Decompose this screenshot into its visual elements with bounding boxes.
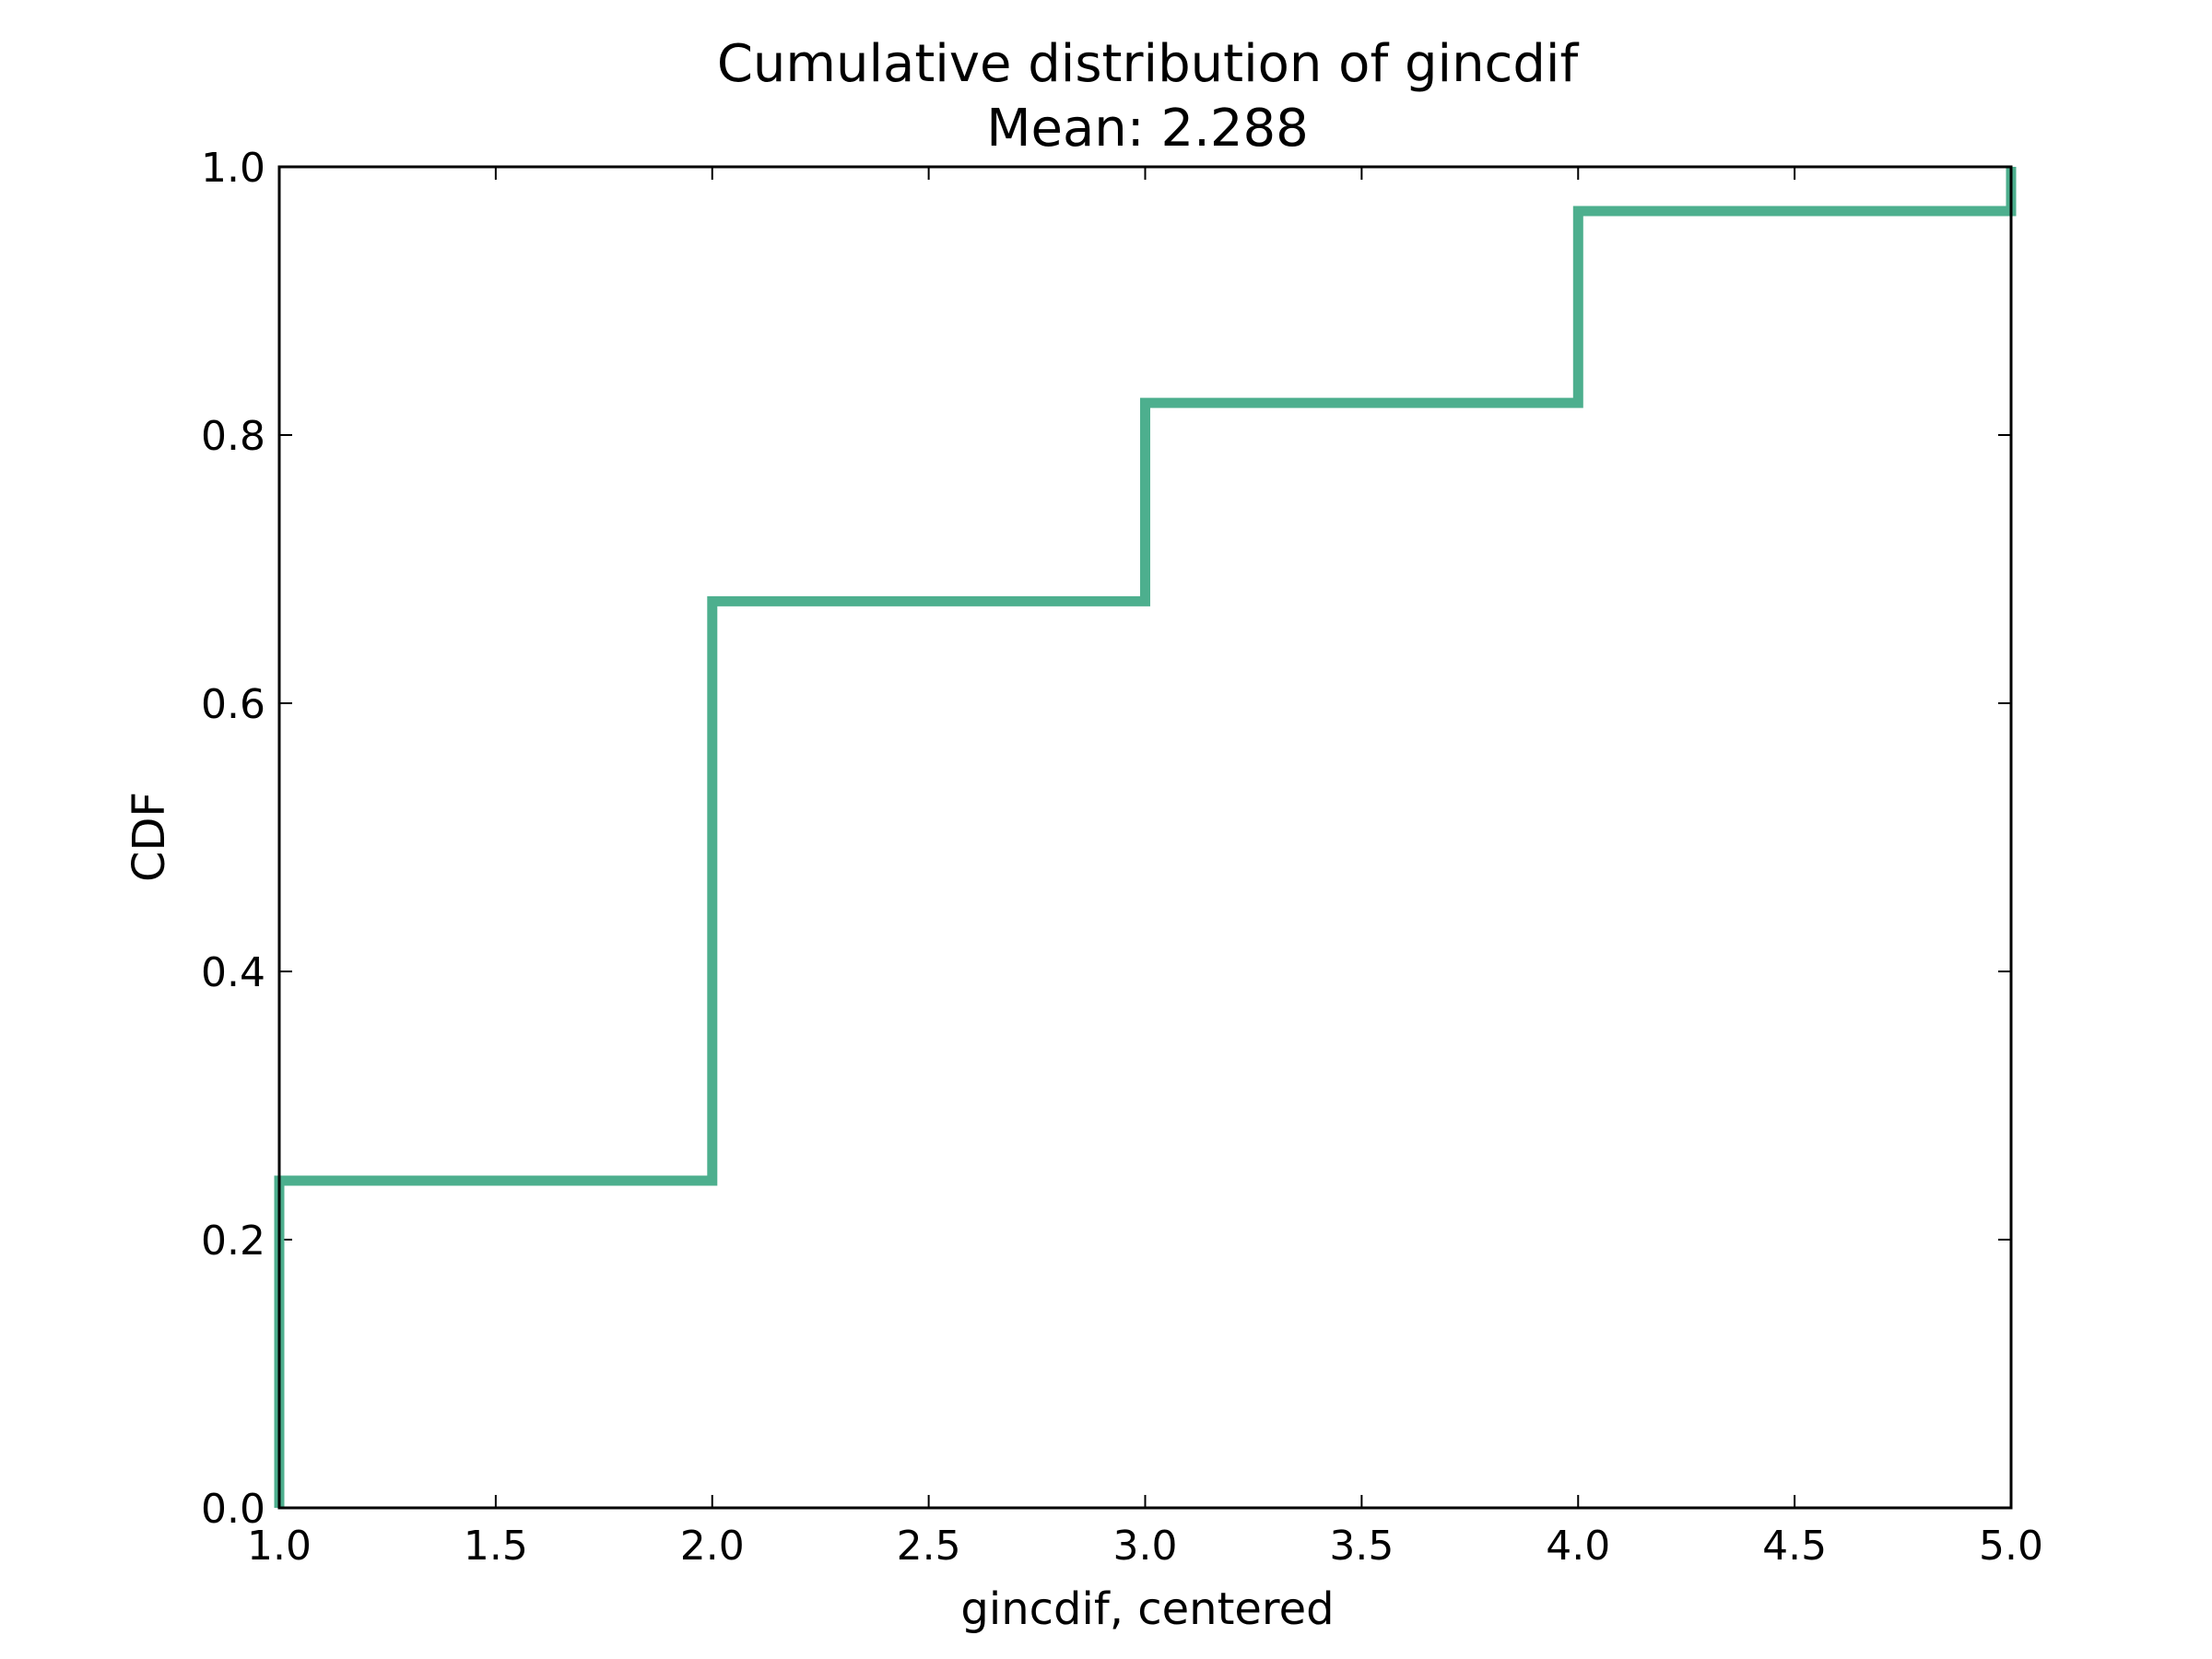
- x-tick-label: 2.5: [897, 1523, 961, 1570]
- x-tick-label: 4.5: [1762, 1523, 1827, 1570]
- y-tick-label: 0.2: [201, 1218, 265, 1265]
- x-tick-label: 3.0: [1113, 1523, 1178, 1570]
- x-tick-label: 4.0: [1546, 1523, 1610, 1570]
- x-tick-label: 2.0: [680, 1523, 745, 1570]
- x-axis-label: gincdif, centered: [960, 1583, 1334, 1635]
- cdf-step-line: [274, 167, 2017, 1508]
- y-tick-label: 0.8: [201, 413, 265, 460]
- x-tick-label: 3.5: [1329, 1523, 1394, 1570]
- plot-frame: [277, 165, 2013, 1510]
- y-tick-label: 1.0: [201, 145, 265, 192]
- y-tick-label: 0.6: [201, 681, 265, 728]
- chart-subtitle: Mean: 2.288: [986, 99, 1309, 159]
- y-axis-label: CDF: [124, 792, 175, 882]
- axis-ticks: [278, 166, 2012, 1509]
- y-tick-label: 0.0: [201, 1486, 265, 1533]
- tick-labels: 1.0 1.5 2.0 2.5 3.0 3.5 4.0 4.5 5.0 0.0 0.2 0.4 0.6 0…: [201, 145, 2043, 1570]
- x-tick-label: 5.0: [1979, 1523, 2043, 1570]
- x-tick-label: 1.5: [464, 1523, 528, 1570]
- x-tick-label: 1.0: [247, 1523, 312, 1570]
- chart-title: Cumulative distribution of gincdif: [717, 34, 1580, 94]
- y-tick-label: 0.4: [201, 949, 265, 996]
